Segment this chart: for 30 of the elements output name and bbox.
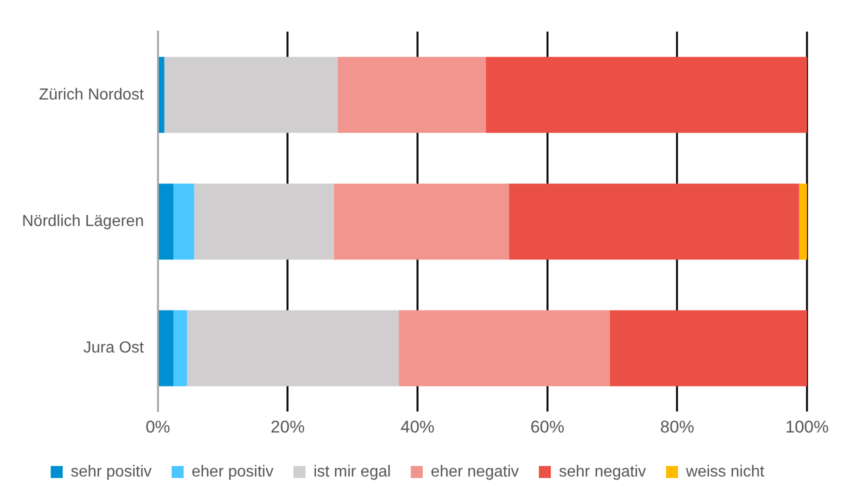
bar xyxy=(509,184,800,260)
x-tick-label: 0% xyxy=(146,417,170,436)
legend-label: sehr positiv xyxy=(70,463,152,480)
y-tick-label: Jura Ost xyxy=(83,340,144,357)
bar xyxy=(187,310,399,386)
bar xyxy=(398,310,610,386)
bar xyxy=(194,184,334,260)
x-tick-label: 100% xyxy=(785,417,829,436)
bar xyxy=(338,56,486,133)
x-tick-label: 80% xyxy=(660,417,694,436)
x-tick-label: 20% xyxy=(270,417,305,436)
bar xyxy=(334,184,510,260)
bar xyxy=(799,184,807,260)
y-tick-label: Zürich Nordost xyxy=(38,86,144,104)
x-tick-label: 40% xyxy=(400,417,435,436)
legend-label: eher negativ xyxy=(430,463,519,480)
x-tick-label: 60% xyxy=(530,417,564,436)
bar xyxy=(173,184,194,260)
bar xyxy=(158,184,174,260)
bar xyxy=(610,310,807,386)
bar xyxy=(158,56,164,133)
y-tick-label: Nördlich Lägeren xyxy=(22,213,144,230)
legend-label: ist mir egal xyxy=(313,463,391,480)
legend-label: weiss nicht xyxy=(685,463,765,480)
bar xyxy=(158,310,174,386)
bar xyxy=(164,56,338,133)
legend-label: eher positiv xyxy=(192,463,274,480)
bar xyxy=(486,56,807,133)
bar xyxy=(173,310,188,386)
legend-label: sehr negativ xyxy=(558,463,646,480)
